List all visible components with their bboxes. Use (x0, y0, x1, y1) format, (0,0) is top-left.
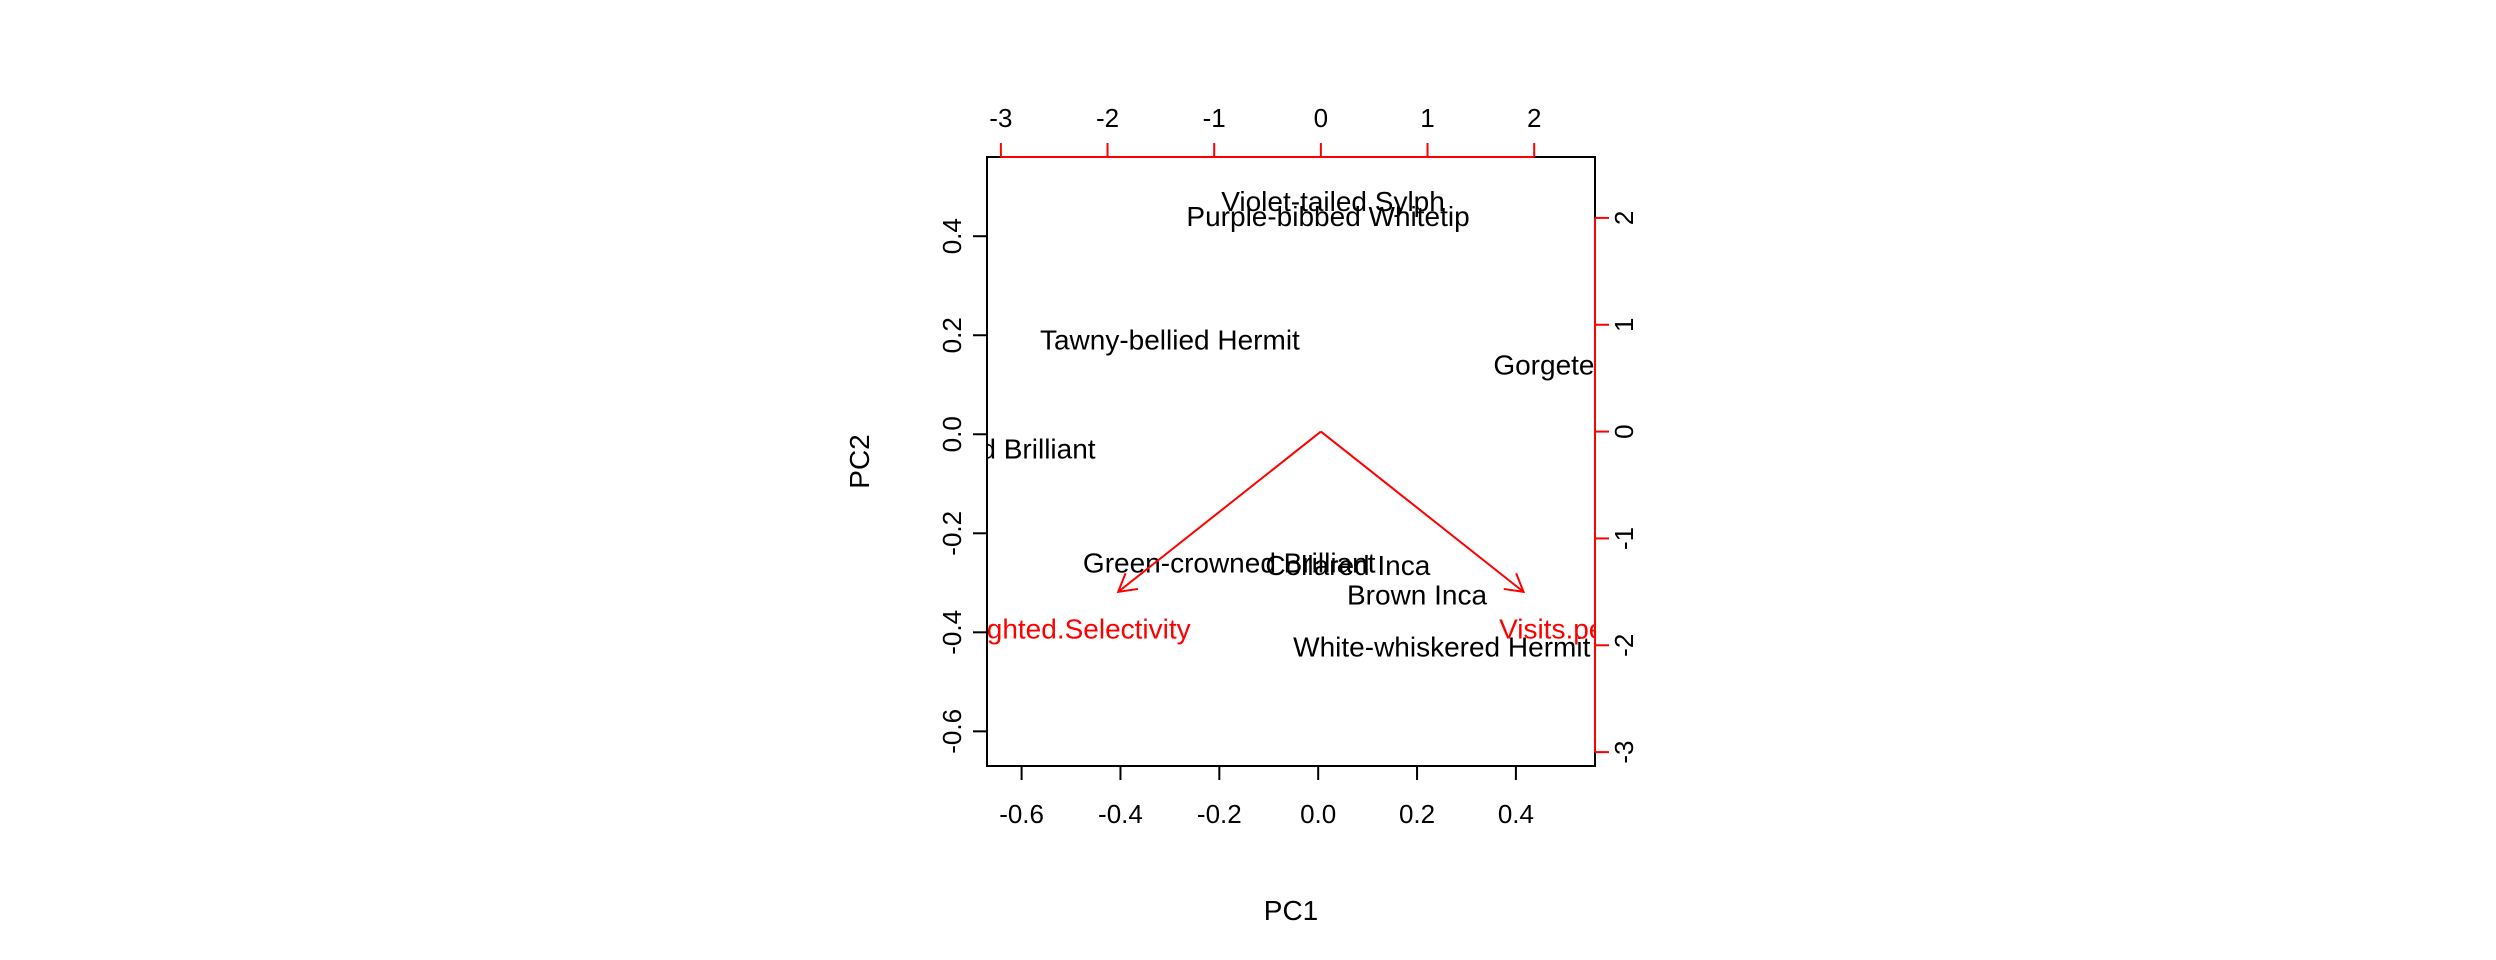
y-tick-label: 0.0 (937, 416, 967, 452)
observation-label: Purple-bibbed Whitetip (1186, 201, 1469, 232)
observation-label: Violet-tailed Sylph (1221, 186, 1445, 217)
loading-arrowhead (1503, 572, 1526, 594)
loading-arrow (1320, 430, 1525, 593)
x-tick-label: -0.4 (1098, 799, 1143, 829)
observation-label: White-whiskered Hermit (1293, 632, 1590, 663)
y-tick-label: -0.4 (937, 610, 967, 655)
observation-label: Brown Inca (1347, 580, 1487, 611)
secondary-x-tick-label: -2 (1096, 103, 1119, 133)
x-tick-label: 0.2 (1399, 799, 1435, 829)
secondary-x-tick-label: -3 (989, 103, 1012, 133)
secondary-y-tick-label: 2 (1609, 211, 1639, 225)
x-tick-label: -0.2 (1197, 799, 1242, 829)
secondary-y-tick-label: 0 (1609, 424, 1639, 438)
y-tick-label: 0.4 (937, 218, 967, 254)
secondary-x-tick-label: -1 (1203, 103, 1226, 133)
x-tick-label: -0.6 (999, 799, 1044, 829)
secondary-x-tick-label: 2 (1527, 103, 1541, 133)
x-axis-title: PC1 (1264, 895, 1318, 926)
secondary-x-tick-label: 1 (1420, 103, 1434, 133)
observation-label: Tawny-bellied Hermit (1040, 325, 1300, 356)
y-tick-label: -0.2 (937, 511, 967, 556)
y-axis-title: PC2 (844, 434, 875, 488)
loading-arrow (1117, 430, 1322, 593)
x-tick-label: 0.4 (1498, 799, 1534, 829)
secondary-y-tick-label: -2 (1609, 634, 1639, 657)
secondary-y-tick-label: 1 (1609, 318, 1639, 332)
observation-label: Green-crowned Brilliant (1083, 548, 1376, 579)
secondary-y-tick-label: -3 (1609, 741, 1639, 764)
loading-label: Visits.per.hour (1499, 614, 1676, 645)
x-tick-label: 0.0 (1300, 799, 1336, 829)
loading-label: Weighted.Selectivity (939, 614, 1191, 645)
observation-label: Fawn-breasted Brilliant (809, 434, 1096, 465)
secondary-x-tick-label: 0 (1314, 103, 1328, 133)
secondary-y-tick-label: -1 (1609, 527, 1639, 550)
y-tick-label: 0.2 (937, 317, 967, 353)
loading-arrowhead (1116, 572, 1139, 594)
observation-label: Collared Inca (1265, 550, 1430, 581)
y-tick-label: -0.6 (937, 709, 967, 754)
observation-label: Gorgeted Sunangel (1493, 349, 1736, 380)
